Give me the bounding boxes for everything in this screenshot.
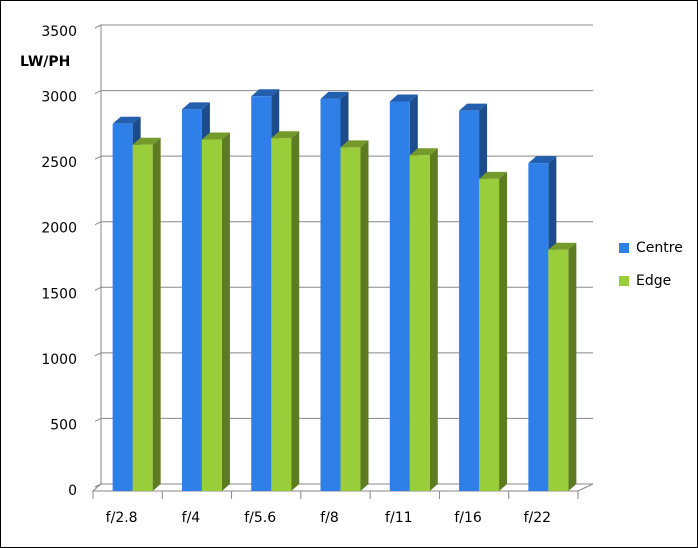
bar-front xyxy=(459,110,480,491)
bar-front xyxy=(112,123,133,492)
x-tick-label: f/4 xyxy=(182,510,201,526)
bar-front xyxy=(479,178,500,491)
bar-front xyxy=(251,96,272,491)
y-tick xyxy=(94,483,102,488)
bar-side xyxy=(291,131,300,491)
bar-top xyxy=(251,89,280,97)
y-tick xyxy=(94,24,102,29)
bar-top xyxy=(340,140,369,148)
bar-side xyxy=(221,132,230,491)
y-tick-label: 2000 xyxy=(41,221,77,237)
x-tick-label: f/2.8 xyxy=(106,510,138,526)
bar-top xyxy=(528,156,557,164)
bar-top xyxy=(409,148,438,156)
legend-swatch xyxy=(619,243,629,253)
bar-front xyxy=(132,144,153,492)
bar xyxy=(409,148,438,491)
y-tick-label: 3500 xyxy=(41,24,77,40)
bar-front xyxy=(320,98,341,491)
bar-front xyxy=(409,155,430,491)
bar-front xyxy=(389,101,410,492)
x-tick-label: f/11 xyxy=(385,510,412,526)
y-tick xyxy=(94,155,102,160)
bar-top xyxy=(320,91,349,99)
bar-top xyxy=(201,132,230,140)
bar-side xyxy=(429,148,438,491)
y-axis-label: LW/PH xyxy=(20,54,70,70)
bar xyxy=(548,242,577,491)
y-tick-label: 2500 xyxy=(41,155,77,171)
bar xyxy=(340,140,369,492)
y-tick-label: 1000 xyxy=(41,352,77,368)
y-tick xyxy=(94,221,102,226)
y-tick-label: 3000 xyxy=(41,90,77,106)
y-tick xyxy=(94,90,102,95)
bar-top xyxy=(112,116,141,124)
bar-side xyxy=(152,137,161,492)
y-tick xyxy=(94,417,102,422)
bar-top xyxy=(479,171,508,179)
y-tick-label: 500 xyxy=(50,417,77,433)
bar-top xyxy=(132,137,161,145)
bar-side xyxy=(499,171,508,491)
bar-front xyxy=(340,147,361,492)
bar-front xyxy=(528,163,549,491)
legend-label: Edge xyxy=(636,273,671,289)
bar-front xyxy=(271,138,292,491)
bar xyxy=(201,132,230,491)
bar-top xyxy=(459,103,488,111)
bar-side xyxy=(568,242,577,491)
x-tick-label: f/22 xyxy=(524,510,551,526)
bar xyxy=(271,131,300,491)
bar-top xyxy=(548,242,577,250)
y-tick-label: 1500 xyxy=(41,286,77,302)
y-tick xyxy=(94,352,102,357)
y-tick xyxy=(94,286,102,291)
x-tick-label: f/5.6 xyxy=(244,510,276,526)
bar-top xyxy=(181,102,210,110)
x-tick-label: f/8 xyxy=(320,510,339,526)
bar-front xyxy=(181,109,202,492)
y-tick-label: 0 xyxy=(68,483,77,499)
x-tick-label: f/16 xyxy=(454,510,482,526)
bar xyxy=(479,171,508,491)
bar-top xyxy=(389,94,418,102)
bar-side xyxy=(360,140,369,492)
bar xyxy=(132,137,161,492)
legend-swatch xyxy=(619,276,629,286)
bar-front xyxy=(548,249,569,491)
bar-top xyxy=(271,131,300,139)
legend-label: Centre xyxy=(636,240,683,256)
bar-front xyxy=(201,139,222,491)
